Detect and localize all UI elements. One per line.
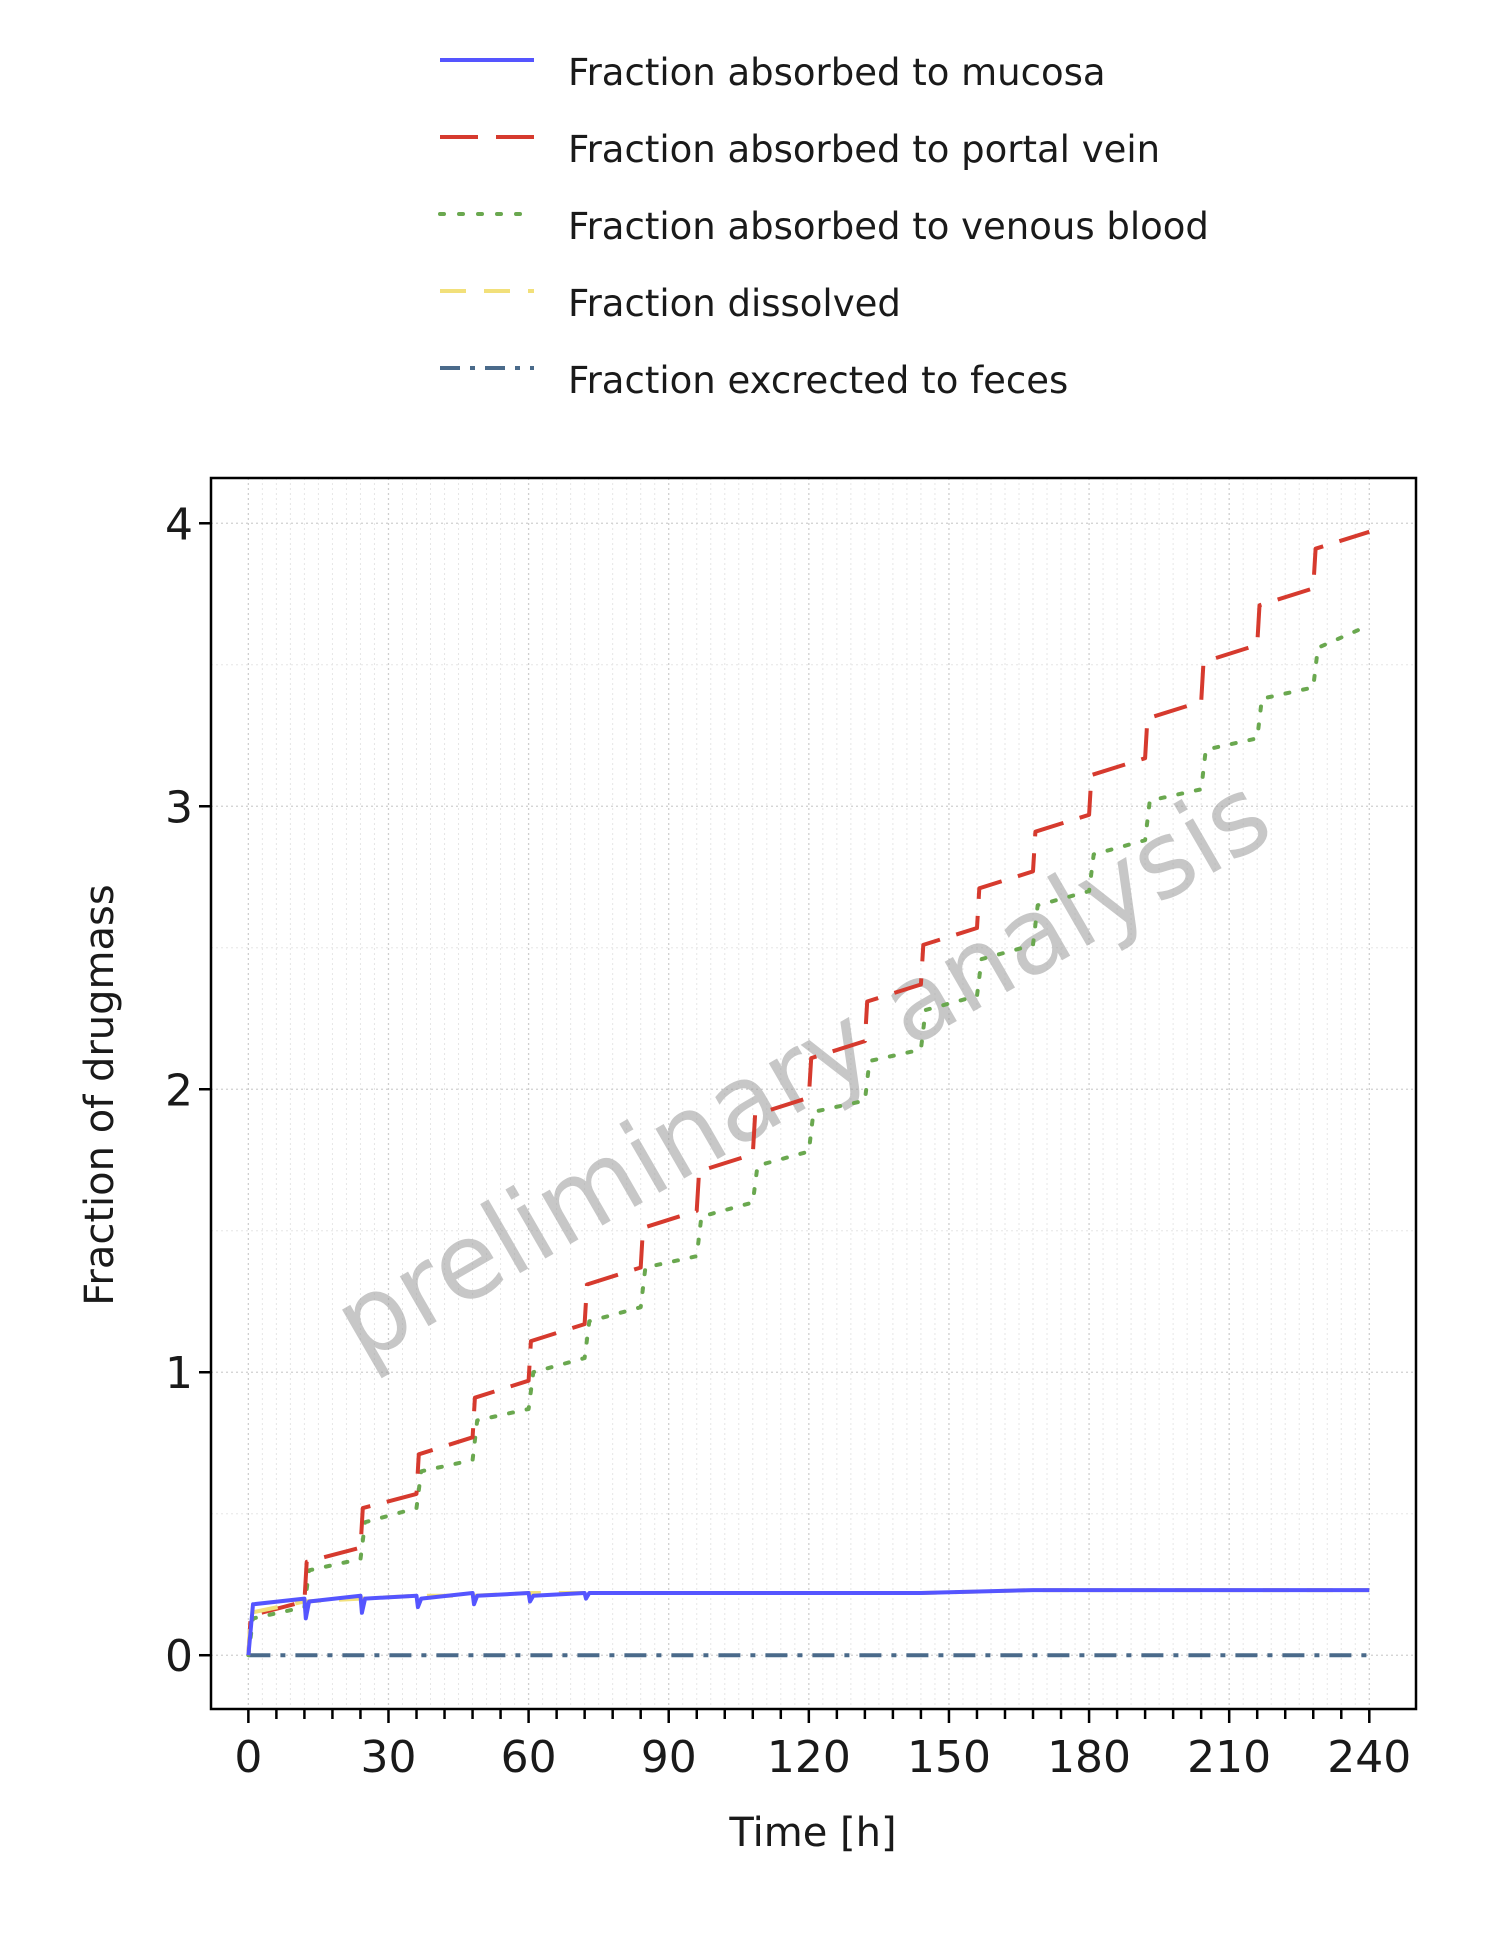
grid-minor <box>211 478 1416 1709</box>
y-tick-label: 2 <box>165 1065 193 1116</box>
legend-label-0: Fraction absorbed to mucosa <box>568 51 1106 94</box>
series-line-1 <box>246 529 1370 1656</box>
x-tick-label: 210 <box>1187 1732 1271 1783</box>
grid-major <box>211 478 1416 1709</box>
plot-frame <box>209 476 1418 1711</box>
y-axis: 0 1 2 3 4 <box>165 499 211 1682</box>
series-line-0 <box>246 1588 1370 1656</box>
y-tick-label: 4 <box>165 499 193 550</box>
watermark: preliminary analysis <box>314 752 1290 1386</box>
x-axis: 0 30 60 90 120 150 180 210 240 <box>234 1709 1411 1783</box>
legend-label-2: Fraction absorbed to venous blood <box>568 205 1209 248</box>
x-tick-label: 30 <box>360 1732 416 1783</box>
y-tick-label: 0 <box>165 1631 193 1682</box>
series-layer <box>246 529 1372 1658</box>
legend-label-3: Fraction dissolved <box>568 282 901 325</box>
legend: Fraction absorbed to mucosa Fraction abso… <box>438 51 1209 402</box>
y-axis-title: Fraction of drugmass <box>77 884 123 1305</box>
legend-label-1: Fraction absorbed to portal vein <box>568 128 1160 171</box>
x-tick-label: 180 <box>1047 1732 1131 1783</box>
x-tick-label: 120 <box>767 1732 851 1783</box>
legend-label-4: Fraction excrected to feces <box>568 359 1068 402</box>
x-tick-label: 60 <box>501 1732 557 1783</box>
y-tick-label: 1 <box>165 1348 193 1399</box>
x-tick-label: 90 <box>641 1732 697 1783</box>
y-tick-label: 3 <box>165 782 193 833</box>
x-tick-label: 240 <box>1327 1732 1411 1783</box>
x-axis-title: Time [h] <box>728 1810 896 1856</box>
x-tick-label: 150 <box>907 1732 991 1783</box>
x-tick-label: 0 <box>234 1732 262 1783</box>
